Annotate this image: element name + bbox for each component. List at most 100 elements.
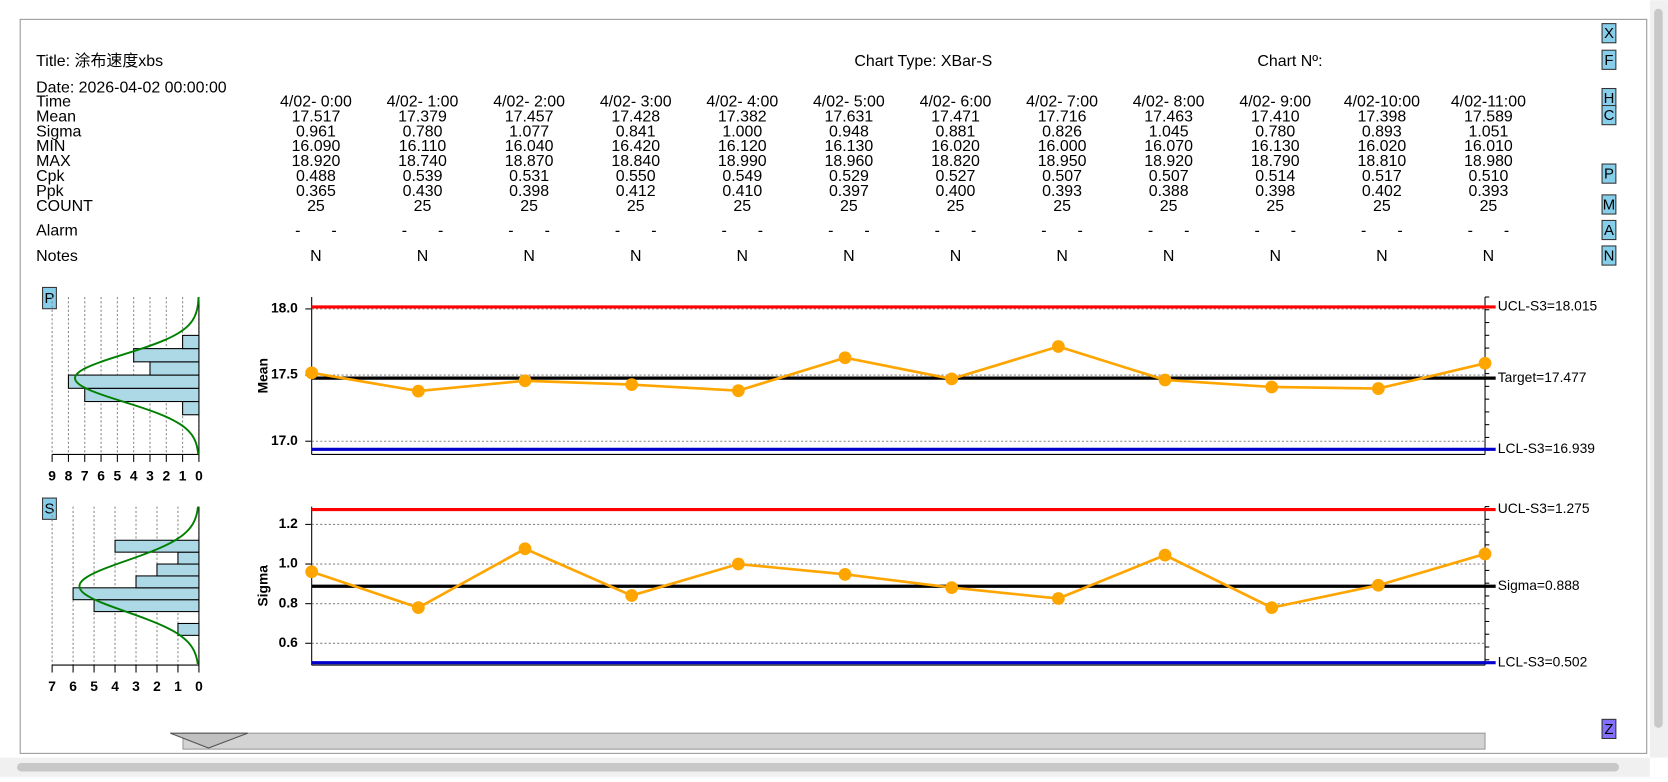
button-box[interactable] [42,497,57,520]
cell: 25 [1373,198,1391,215]
point [411,601,425,615]
hist-tick-label: 1 [179,467,187,483]
button-box[interactable] [1601,194,1617,215]
button[interactable]: C [1601,105,1617,126]
hist-bar [149,361,200,376]
button-label[interactable]: C [1604,108,1615,124]
cell: 0.841 [616,123,656,140]
cell: 0.398 [1255,183,1295,200]
cell: 4/02- 4:00 [706,94,778,111]
cell: 0.780 [1255,123,1295,140]
button[interactable]: M [1601,194,1617,215]
cell: 18.790 [1251,153,1300,170]
cell: 0.550 [616,168,656,185]
cell: 0.397 [829,183,869,200]
cell: - - [1148,222,1190,239]
point [1371,382,1385,395]
hist-tick-label: 4 [130,467,138,483]
cell: 17.631 [825,108,874,125]
cell: 17.463 [1144,108,1193,125]
button[interactable]: S [42,497,57,520]
point [518,374,532,388]
button-box[interactable] [1601,49,1617,70]
button-box[interactable] [1601,219,1617,241]
v-scroll-thumb[interactable] [1654,8,1663,728]
point [625,378,639,391]
button-label[interactable]: S [45,502,55,518]
cell: 4/02- 1:00 [387,94,459,111]
cell: - - [1041,222,1083,239]
cell: 0.365 [296,183,336,200]
button-box[interactable] [1601,245,1617,266]
button[interactable]: P [42,286,57,310]
button-label[interactable]: A [1604,223,1614,239]
cell: 1.077 [509,123,549,140]
cell: 0.893 [1362,123,1402,140]
cell: 0.780 [403,123,443,140]
cell: 17.517 [292,108,341,125]
cell: 16.020 [1357,138,1406,155]
point [1265,380,1279,394]
cell: 16.040 [505,138,554,155]
button-label[interactable]: Z [1604,722,1613,738]
button-label[interactable]: H [1604,91,1615,107]
y-tick-label: 17.0 [271,432,298,448]
button-box[interactable] [1601,23,1617,44]
cell: - - [615,222,657,239]
cell: 0.393 [1468,183,1508,200]
button-label[interactable]: N [1604,249,1615,265]
button-label[interactable]: P [1604,167,1614,183]
cell: 16.090 [292,138,341,155]
button-box[interactable] [1601,105,1617,126]
h-scroll-thumb[interactable] [17,762,1620,772]
cell: 16.130 [1251,138,1300,155]
button-label[interactable]: X [1604,26,1614,42]
cell: 0.402 [1362,183,1402,200]
chart-no: Chart Nº: [1257,53,1322,70]
cell: 4/02- 2:00 [493,94,565,111]
y-axis-label: Sigma [254,565,270,607]
button-box[interactable] [1601,718,1617,740]
point [731,384,745,398]
row-label: Ppk [36,183,63,200]
hist-tick-label: 0 [195,467,203,483]
button[interactable]: F [1601,49,1617,70]
cell: 0.948 [829,123,869,140]
cell: 18.840 [611,153,660,170]
cell: 1.045 [1149,123,1189,140]
button[interactable]: H [1601,87,1617,109]
cell: 0.527 [936,168,976,185]
button[interactable]: P [1601,163,1617,184]
cell: - - [828,222,870,239]
point [731,557,745,571]
hist-tick-label: 2 [153,678,161,694]
button[interactable]: X [1601,23,1617,44]
hist-tick-label: 8 [65,467,73,483]
cell: 18.810 [1357,153,1406,170]
row-label: Sigma [36,123,81,140]
button-label[interactable]: P [45,291,55,307]
cell: N [950,248,962,265]
y-tick-label: 1.2 [279,515,299,531]
button-box[interactable] [42,286,57,310]
cell: 18.870 [505,153,554,170]
button[interactable]: A [1601,219,1617,241]
cell: 17.428 [611,108,660,125]
series-line [311,345,1486,393]
button[interactable]: N [1601,245,1617,266]
cell: N [310,248,322,265]
cell: 0.517 [1362,168,1402,185]
range-slider[interactable] [182,732,1486,750]
date: Date: 2026-04-02 00:00:00 [36,80,227,97]
cell: 25 [627,198,645,215]
cell: 18.980 [1464,153,1513,170]
slider-handle[interactable] [170,732,249,749]
button[interactable]: Z [1601,718,1617,740]
cell: 16.020 [931,138,980,155]
button-box[interactable] [1601,163,1617,184]
cell: 17.398 [1357,108,1406,125]
point [411,384,425,398]
button-label[interactable]: M [1603,197,1615,213]
button-label[interactable]: F [1604,53,1613,69]
